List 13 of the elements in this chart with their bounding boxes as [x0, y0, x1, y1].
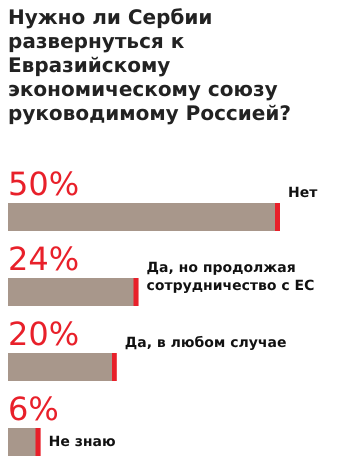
bar	[8, 428, 41, 456]
bar	[8, 203, 280, 231]
bar	[8, 353, 117, 381]
data-label: 6%	[8, 390, 59, 428]
y-tick-label: Не знаю	[48, 434, 116, 450]
y-tick-label: Да, но продолжая сотрудничество с ЕС	[146, 260, 314, 294]
y-tick-label: Нет	[288, 185, 318, 201]
y-tick-label: Да, в любом случае	[124, 335, 286, 351]
data-label: 20%	[8, 315, 80, 353]
bar	[8, 278, 139, 306]
data-label: 24%	[8, 240, 80, 278]
chart-title: Нужно ли Сербии развернуться к Евразийскому экономическому союзу руководимому Россией?	[8, 5, 291, 125]
data-label: 50%	[8, 165, 80, 203]
